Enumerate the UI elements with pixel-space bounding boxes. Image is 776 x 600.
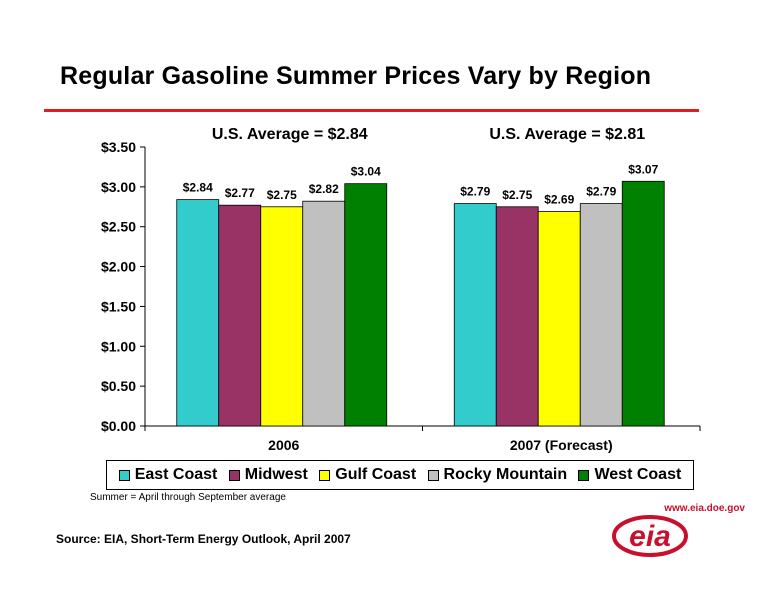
page-title: Regular Gasoline Summer Prices Vary by R… bbox=[60, 62, 652, 90]
legend-item: West Coast bbox=[578, 466, 681, 484]
bar bbox=[621, 180, 665, 427]
legend-item: Rocky Mountain bbox=[427, 466, 568, 484]
legend-swatch bbox=[118, 469, 130, 481]
data-label: $2.79 bbox=[586, 185, 616, 199]
x-tick-label: 2007 (Forecast) bbox=[510, 437, 613, 453]
footnote: Summer = April through September average bbox=[90, 492, 286, 503]
data-label: $2.77 bbox=[225, 186, 255, 200]
bar bbox=[260, 206, 304, 427]
y-tick-label: $3.00 bbox=[101, 179, 136, 195]
data-label: $2.79 bbox=[460, 185, 490, 199]
legend-label: Gulf Coast bbox=[335, 466, 417, 483]
data-label: $2.84 bbox=[183, 181, 213, 195]
bar bbox=[176, 199, 220, 427]
data-label: $2.69 bbox=[544, 193, 574, 207]
data-label: $2.82 bbox=[309, 182, 339, 196]
bar bbox=[537, 211, 581, 427]
title-rule bbox=[44, 109, 699, 112]
legend-item: Gulf Coast bbox=[319, 466, 416, 484]
bar bbox=[579, 203, 623, 427]
y-tick-label: $1.50 bbox=[101, 298, 136, 314]
group-annotation: U.S. Average = $2.81 bbox=[489, 126, 645, 143]
y-tick-label: $1.00 bbox=[101, 338, 136, 354]
group-annotation: U.S. Average = $2.84 bbox=[212, 126, 368, 143]
source-note: Source: EIA, Short-Term Energy Outlook, … bbox=[56, 532, 351, 546]
bar bbox=[302, 200, 346, 427]
legend-label: Midwest bbox=[244, 466, 308, 483]
chart-legend: East Coast Midwest Gulf Coast Rocky Mountai… bbox=[106, 460, 694, 490]
legend-swatch bbox=[228, 469, 240, 481]
bar bbox=[453, 203, 497, 427]
y-tick-label: $0.50 bbox=[101, 378, 136, 394]
bar-chart: $0.00 $0.50 $1.00 $1.50 $2.00 $2.50 $3.00 $3.50… bbox=[101, 126, 701, 453]
legend-label: Rocky Mountain bbox=[443, 466, 568, 483]
logo-text: eia bbox=[629, 520, 671, 553]
data-label: $3.07 bbox=[628, 162, 658, 176]
legend-label: West Coast bbox=[594, 466, 682, 483]
y-tick-label: $2.50 bbox=[101, 219, 136, 235]
legend-item: Midwest bbox=[228, 466, 308, 484]
y-tick-label: $0.00 bbox=[101, 418, 136, 434]
bar bbox=[218, 204, 262, 427]
bar bbox=[344, 183, 388, 427]
y-tick-label: $2.00 bbox=[101, 259, 136, 275]
logo-url: www.eia.doe.gov bbox=[663, 503, 745, 514]
legend-swatch bbox=[578, 469, 590, 481]
legend-swatch bbox=[319, 469, 331, 481]
y-tick-label: $3.50 bbox=[101, 139, 136, 155]
bar bbox=[495, 206, 539, 427]
x-tick-label: 2006 bbox=[268, 437, 299, 453]
legend-item: East Coast bbox=[118, 466, 218, 484]
legend-swatch bbox=[427, 469, 439, 481]
data-label: $2.75 bbox=[267, 188, 297, 202]
data-label: $3.04 bbox=[351, 165, 381, 179]
eia-logo: eia www.eia.doe.gov bbox=[612, 503, 745, 557]
data-label: $2.75 bbox=[502, 188, 532, 202]
legend-label: East Coast bbox=[134, 466, 218, 483]
